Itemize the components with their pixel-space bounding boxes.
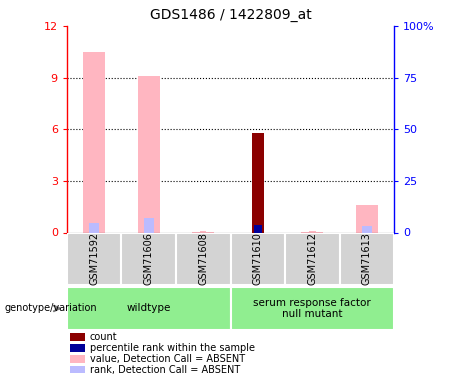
Text: GSM71606: GSM71606: [144, 232, 154, 285]
Text: GSM71613: GSM71613: [362, 232, 372, 285]
Text: GSM71592: GSM71592: [89, 232, 99, 285]
Bar: [138, 76, 160, 232]
Bar: [89, 223, 99, 232]
Bar: [340, 232, 394, 285]
Bar: [252, 133, 264, 232]
Text: GSM71608: GSM71608: [198, 232, 208, 285]
Bar: [144, 218, 154, 232]
Text: GSM71610: GSM71610: [253, 232, 263, 285]
Bar: [70, 344, 85, 352]
Title: GDS1486 / 1422809_at: GDS1486 / 1422809_at: [150, 9, 311, 22]
Bar: [121, 232, 176, 285]
Bar: [200, 231, 207, 232]
Bar: [230, 232, 285, 285]
Bar: [70, 333, 85, 341]
Bar: [362, 226, 372, 232]
Bar: [285, 232, 340, 285]
Bar: [70, 366, 85, 374]
Text: count: count: [90, 332, 118, 342]
Bar: [176, 232, 230, 285]
Bar: [67, 287, 230, 330]
Text: value, Detection Call = ABSENT: value, Detection Call = ABSENT: [90, 354, 245, 364]
Bar: [83, 52, 105, 232]
Text: wildtype: wildtype: [126, 303, 171, 313]
Text: genotype/variation: genotype/variation: [5, 303, 97, 313]
Bar: [230, 287, 394, 330]
Bar: [67, 232, 121, 285]
Bar: [356, 205, 378, 232]
Text: serum response factor
null mutant: serum response factor null mutant: [254, 298, 371, 319]
Text: percentile rank within the sample: percentile rank within the sample: [90, 343, 255, 353]
Bar: [254, 225, 261, 232]
Bar: [70, 355, 85, 363]
Text: GSM71612: GSM71612: [307, 232, 317, 285]
Bar: [309, 231, 316, 232]
Text: rank, Detection Call = ABSENT: rank, Detection Call = ABSENT: [90, 364, 240, 375]
